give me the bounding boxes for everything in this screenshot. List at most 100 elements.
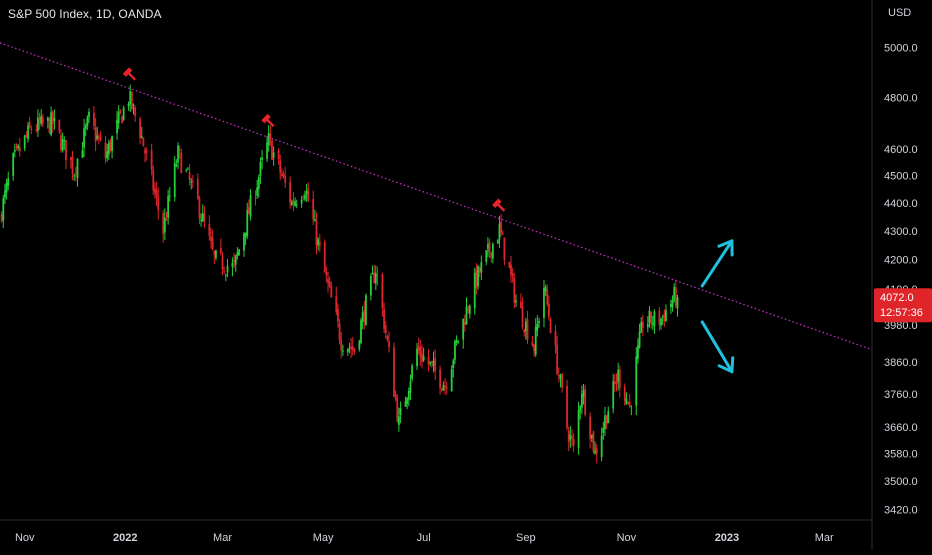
candle: [281, 169, 283, 179]
candle-body: [220, 248, 222, 253]
candle-body: [27, 125, 29, 139]
candle: [317, 237, 319, 250]
candle-body: [215, 250, 217, 258]
candle-body: [246, 210, 248, 236]
candle: [337, 303, 339, 327]
candle: [42, 114, 44, 127]
candle-body: [284, 176, 286, 183]
candle-body: [281, 173, 283, 175]
candle: [316, 213, 318, 255]
candle: [370, 273, 372, 300]
candle-body: [466, 306, 468, 324]
candle: [527, 311, 529, 344]
candle-body: [566, 386, 568, 428]
candle-body: [672, 300, 674, 307]
candle: [350, 338, 352, 358]
candle: [222, 252, 224, 276]
candle: [663, 309, 665, 327]
arrow-down-icon: [702, 322, 733, 372]
candle-body: [12, 153, 14, 176]
candle: [2, 195, 4, 228]
candle-body: [649, 310, 651, 322]
hammer-handle: [128, 72, 136, 80]
candle-body: [525, 322, 527, 332]
candle-body: [330, 286, 332, 298]
candle-body: [177, 146, 179, 163]
candle: [375, 265, 377, 290]
candle-body: [375, 273, 377, 284]
candle: [474, 268, 476, 315]
candle-body: [268, 133, 270, 145]
candle-body: [584, 389, 586, 415]
candle-body: [296, 204, 298, 205]
candle: [47, 117, 49, 129]
candle: [269, 126, 271, 147]
candle-body: [227, 266, 229, 272]
candle: [325, 266, 327, 282]
candle-body: [500, 222, 502, 233]
candle: [27, 122, 29, 143]
candle: [358, 340, 360, 352]
candle: [593, 430, 595, 453]
candle-body: [17, 146, 19, 149]
candle: [525, 318, 527, 340]
candle: [606, 415, 608, 429]
candle: [479, 266, 481, 277]
candle: [377, 266, 379, 285]
candle-body: [444, 386, 446, 387]
candle: [134, 105, 136, 121]
candle: [617, 363, 619, 391]
candle-body: [156, 190, 158, 197]
candle: [175, 159, 177, 167]
candle-body: [210, 236, 212, 241]
candle-body: [548, 303, 550, 317]
candle: [637, 338, 639, 363]
candle-body: [614, 381, 616, 384]
candle: [441, 388, 443, 392]
candle: [515, 294, 517, 307]
candle-body: [212, 238, 214, 249]
candle-body: [443, 385, 445, 390]
candle: [546, 284, 548, 306]
candle-body: [660, 319, 662, 326]
candle: [169, 187, 171, 202]
candle-body: [77, 159, 79, 178]
candle-body: [128, 104, 130, 106]
x-tick-label: Sep: [516, 532, 536, 544]
candle-body: [255, 198, 257, 199]
candle: [154, 182, 156, 199]
candle-body: [607, 411, 609, 423]
candle: [312, 191, 314, 226]
candle-body: [82, 150, 84, 157]
candle: [434, 349, 436, 380]
candle-body: [513, 278, 515, 303]
candle: [677, 295, 679, 317]
candle-body: [139, 119, 141, 138]
candle-body: [612, 381, 614, 408]
candle: [25, 131, 27, 138]
candle-body: [532, 342, 534, 346]
y-tick-label: 3500.0: [884, 476, 918, 488]
candle-body: [116, 120, 118, 133]
candle-body: [278, 150, 280, 159]
candle-body: [523, 329, 525, 332]
candle: [213, 250, 215, 264]
candle: [578, 402, 580, 455]
candle: [143, 138, 145, 147]
candle: [652, 316, 654, 330]
candle-body: [411, 365, 413, 379]
candle: [504, 237, 506, 265]
candle-body: [522, 307, 524, 327]
candle-body: [169, 196, 171, 197]
candle-body: [35, 130, 37, 131]
candle: [658, 307, 660, 331]
candle-body: [347, 349, 349, 352]
candle-body: [19, 147, 21, 151]
candle-body: [352, 346, 354, 349]
candle: [363, 301, 365, 330]
candle: [416, 343, 418, 370]
x-tick-label: 2022: [113, 532, 137, 544]
candle-body: [65, 140, 67, 160]
